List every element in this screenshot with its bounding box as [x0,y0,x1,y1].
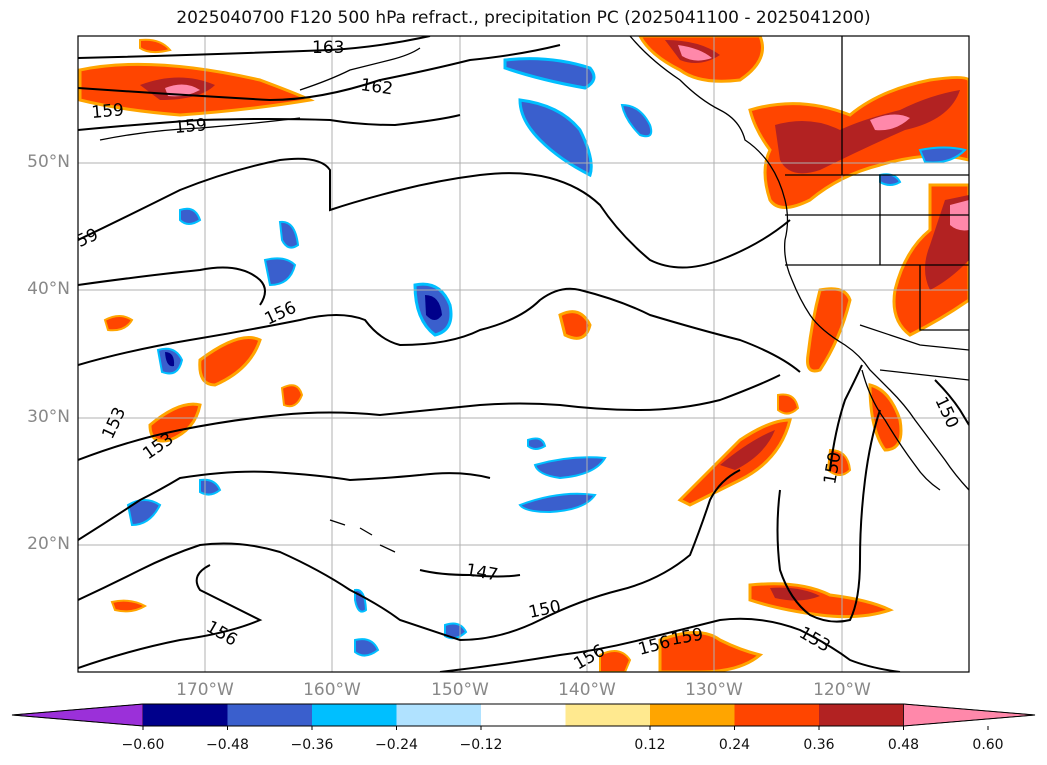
contour-label: 162 [359,75,394,99]
colorbar-tick-label: 0.36 [803,737,835,753]
lat-label: 20°N [27,534,70,554]
lat-label: 30°N [27,407,70,427]
colorbar-segment [565,704,650,726]
colorbar-tick-label: −0.48 [206,737,249,753]
colorbar-tick-label: 0.12 [634,737,666,753]
contour-label: 163 [312,38,344,58]
colorbar-tick-label: 0.60 [972,737,1004,753]
contour-label: 159 [174,115,208,138]
colorbar-segment [396,704,481,726]
colorbar [11,703,1036,730]
colorbar-segment [227,704,312,726]
lon-label: 170°W [176,680,234,700]
colorbar-tick-label: −0.60 [121,737,165,753]
colorbar-tick-label: 0.48 [887,737,920,753]
colorbar-segment [650,704,735,726]
graticule [78,36,969,672]
colorbar-extend-high [903,703,1036,727]
precip-negative-areas [126,57,967,657]
lon-label: 120°W [813,680,871,700]
colorbar-segment [481,704,566,726]
contour-label: 159 [91,100,125,123]
lon-label: 150°W [431,680,489,700]
map-title: 2025040700 F120 500 hPa refract., precip… [176,8,871,28]
map-frame [77,35,970,673]
colorbar-segment [312,704,397,726]
lat-label: 40°N [27,279,70,299]
lon-label: 160°W [303,680,361,700]
colorbar-segment [734,704,819,726]
refractivity-contours [78,36,969,672]
coastlines [99,36,969,553]
colorbar-segment [819,704,904,726]
colorbar-tick-label: −0.24 [375,737,418,753]
lon-label: 130°W [685,680,743,700]
map-area: 163 162 159 159 159 156 153 153 150 150 … [78,36,969,672]
colorbar-segment [143,704,228,726]
colorbar-tick-label: 0.24 [718,737,751,753]
colorbar-tick-label: −0.36 [290,737,334,753]
colorbar-extend-low [11,703,144,727]
lat-label: 50°N [27,152,70,172]
colorbar-tick-label: −0.12 [459,737,503,753]
lon-label: 140°W [558,680,616,700]
